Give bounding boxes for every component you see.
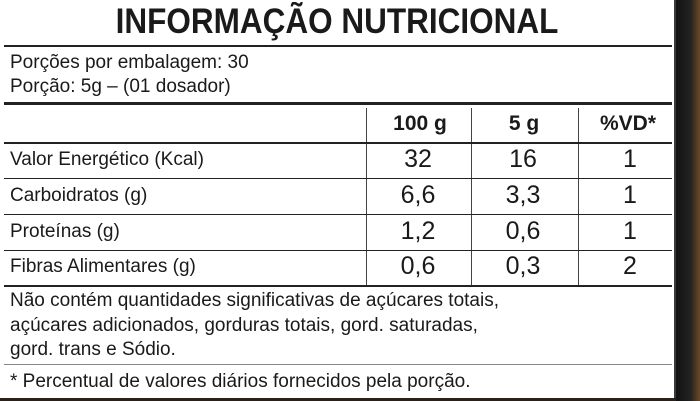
divider: [4, 285, 672, 287]
column-divider: [578, 108, 579, 286]
value-serving: 0,6: [505, 217, 541, 245]
value-vd: 1: [623, 181, 637, 209]
nutrition-label: INFORMAÇÃO NUTRICIONAL Porções por embal…: [0, 0, 676, 398]
divider: [4, 45, 672, 47]
label-title: INFORMAÇÃO NUTRICIONAL: [115, 2, 559, 41]
row-label: Proteínas (g): [10, 221, 120, 242]
column-divider: [366, 108, 367, 286]
column-header-100g: 100 g: [393, 112, 447, 135]
footnote: * Percentual de valores diários fornecid…: [10, 371, 471, 392]
column-divider: [471, 108, 472, 286]
row-label: Fibras Alimentares (g): [10, 256, 196, 277]
value-serving: 3,3: [505, 181, 541, 209]
note-line: açúcares adicionados, gorduras totais, g…: [10, 315, 478, 336]
value-vd: 2: [623, 252, 637, 280]
value-100g: 6,6: [400, 181, 436, 209]
note-line: gord. trans e Sódio.: [10, 339, 176, 360]
value-serving: 16: [509, 145, 537, 173]
divider: [4, 178, 672, 179]
value-100g: 1,2: [400, 217, 436, 245]
value-vd: 1: [623, 145, 637, 173]
divider: [4, 102, 672, 105]
serving-size: Porção: 5g – (01 dosador): [10, 76, 231, 97]
column-header-serving: 5 g: [508, 112, 540, 135]
row-label: Carboidratos (g): [10, 185, 148, 206]
value-100g: 32: [404, 145, 432, 173]
note-line: Não contém quantidades significativas de…: [10, 290, 499, 311]
row-label: Valor Energético (Kcal): [10, 149, 204, 170]
value-100g: 0,6: [400, 252, 436, 280]
servings-per-package: Porções por embalagem: 30: [10, 52, 249, 73]
background-edge: [676, 0, 700, 401]
value-serving: 0,3: [505, 252, 541, 280]
column-header-vd: %VD*: [599, 112, 657, 135]
divider: [4, 214, 672, 215]
value-vd: 1: [623, 217, 637, 245]
divider: [4, 364, 672, 365]
divider: [4, 250, 672, 251]
divider: [4, 142, 672, 144]
